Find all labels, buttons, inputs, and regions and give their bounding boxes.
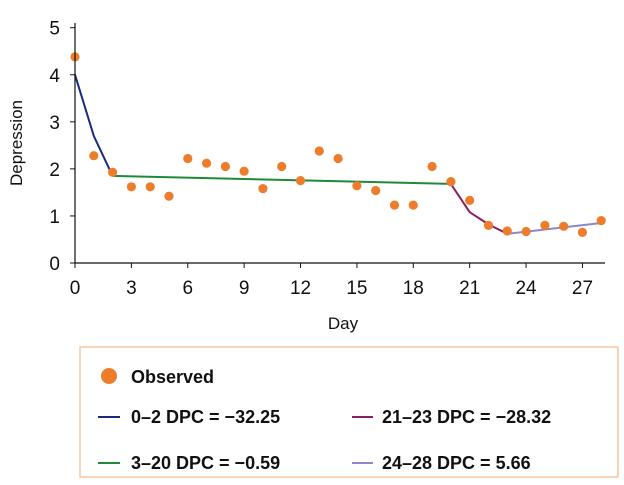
y-tick-label: 2 xyxy=(49,160,60,181)
x-tick-label: 12 xyxy=(290,278,311,299)
legend-observed-label: Observed xyxy=(131,367,214,387)
observed-point xyxy=(202,158,212,168)
x-tick-label: 3 xyxy=(126,278,137,299)
observed-point xyxy=(352,181,362,191)
line-3-20 xyxy=(112,174,451,185)
x-tick-label: 6 xyxy=(182,278,193,299)
observed-point xyxy=(577,227,588,237)
observed-point xyxy=(502,226,512,236)
observed-point xyxy=(465,195,475,205)
observed-point xyxy=(239,166,249,176)
observed-point xyxy=(183,153,193,164)
x-tick-label: 0 xyxy=(70,278,81,299)
observed-point xyxy=(164,191,174,201)
observed-point xyxy=(389,200,400,210)
line-0-2 xyxy=(74,74,114,177)
observed-point xyxy=(126,182,136,192)
observed-point xyxy=(220,161,230,172)
legend: Observed 0–2 DPC = −32.25 21–23 DPC = −2… xyxy=(79,346,619,478)
legend-label-0-2: 0–2 DPC = −32.25 xyxy=(131,407,280,427)
observed-point xyxy=(314,146,324,156)
plot-area xyxy=(70,52,606,237)
x-tick-label: 21 xyxy=(459,278,480,299)
observed-point xyxy=(295,176,306,186)
line-21-23 xyxy=(450,183,508,235)
observed-point xyxy=(89,151,99,161)
y-tick-label: 4 xyxy=(49,66,60,87)
x-tick-label: 24 xyxy=(515,278,537,299)
legend-label-21-23: 21–23 DPC = −28.32 xyxy=(382,407,551,427)
x-tick-label: 27 xyxy=(572,278,593,299)
observed-point xyxy=(427,161,437,172)
observed-point xyxy=(483,220,494,230)
x-tick-label: 15 xyxy=(346,278,367,299)
line-24-28 xyxy=(507,222,602,235)
y-tick-label: 0 xyxy=(49,254,60,275)
x-axis-title: Day xyxy=(328,314,359,333)
observed-point xyxy=(559,221,569,231)
legend-observed-marker xyxy=(101,368,117,384)
observed-point xyxy=(108,167,118,177)
y-tick-label: 1 xyxy=(49,207,60,228)
observed-point xyxy=(277,161,287,172)
y-axis-title: Depression xyxy=(7,100,26,186)
observed-point xyxy=(333,153,343,164)
legend-label-3-20: 3–20 DPC = −0.59 xyxy=(131,453,280,473)
observed-point xyxy=(371,185,381,196)
x-tick-label: 9 xyxy=(239,278,250,299)
observed-point xyxy=(258,184,268,194)
y-ticks: 0 1 2 3 4 5 xyxy=(49,19,75,275)
legend-box xyxy=(79,346,619,478)
x-tick-label: 18 xyxy=(403,278,424,299)
y-tick-label: 3 xyxy=(49,113,60,134)
observed-point xyxy=(540,220,550,230)
x-ticks: 0 3 6 9 12 15 18 21 24 27 xyxy=(70,263,593,299)
observed-point xyxy=(446,177,456,187)
y-tick-label: 5 xyxy=(49,19,60,40)
observed-point xyxy=(521,226,531,237)
observed-point xyxy=(408,200,418,210)
observed-point xyxy=(145,182,155,192)
observed-point xyxy=(596,216,606,226)
legend-label-24-28: 24–28 DPC = 5.66 xyxy=(382,453,531,473)
